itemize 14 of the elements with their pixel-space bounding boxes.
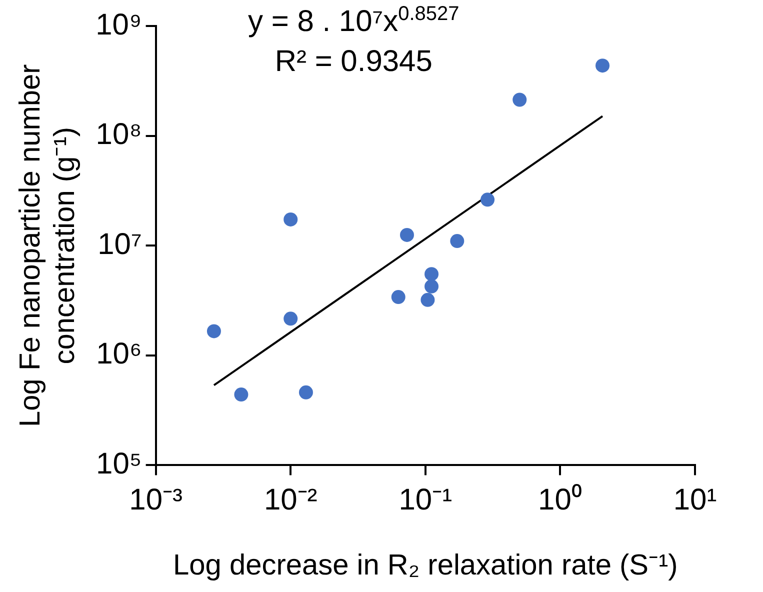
y-tick-label: 10⁹ <box>96 8 142 42</box>
y-tick-label: 10⁸ <box>96 118 142 152</box>
y-tick-label: 10⁵ <box>96 447 142 480</box>
annotation: R² = 0.9345 <box>274 44 434 80</box>
x-tick-label: 10⁰ <box>538 483 582 516</box>
annotation: y = 8 . 10⁷x$^{0.8527}$ <box>248 2 460 40</box>
x-tick-label: 10⁻² <box>264 483 318 516</box>
x-tick-label: 10⁻¹ <box>398 483 452 516</box>
x-tick-label: 10¹ <box>673 483 717 516</box>
y-tick-label: 10⁶ <box>96 338 142 371</box>
y-axis-title: Log Fe nanoparticle number concentration (g⁻¹) <box>14 64 82 427</box>
x-tick-label: 10⁻³ <box>129 483 183 516</box>
x-axis-title: Log decrease in R₂ relaxation rate (S⁻¹) <box>172 550 678 582</box>
y-tick-label: 10⁷ <box>98 228 142 261</box>
